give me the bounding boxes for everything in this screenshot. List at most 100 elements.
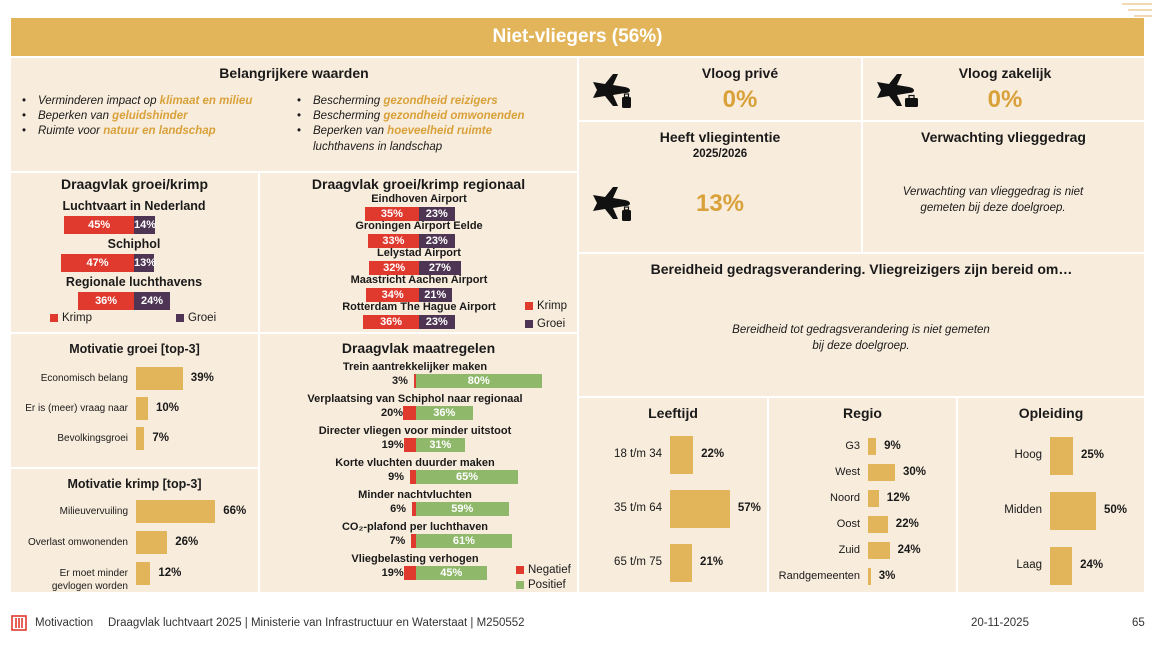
bar-krimp [64,216,134,234]
category-label: Zuid [838,543,860,556]
willingness-title: Bereidheid gedragsverandering. Vliegreiz… [650,261,1073,277]
bar [670,436,694,474]
bar-value-label: 10% [156,401,180,414]
bar-label-krimp: 33% [382,235,405,247]
bar-value-label: 9% [884,439,901,452]
bar-groei: 14% [134,216,156,234]
category-label: Milieuvervuiling [59,505,128,517]
bar [1050,547,1073,585]
bar-value-label: 26% [175,535,199,548]
region-chart-title: Regio [843,405,882,421]
bar-positief: 36% [416,406,473,420]
support-chart-title: Draagvlak groei/krimp [60,176,209,192]
bar [868,490,879,507]
airplane-luggage-icon [593,74,631,108]
education-chart-title: Opleiding [1018,405,1084,421]
bar-krimp [364,207,419,221]
legend-shrink: Krimp [50,312,92,324]
bar [136,397,148,420]
bar-groei: 23% [419,234,455,248]
category-label: Korte vluchten duurder maken [335,457,495,469]
category-label: Directer vliegen voor minder uitstoot [318,425,512,437]
kpi-private-value: 0% [722,86,758,113]
category-label: Lelystad Airport [377,247,461,259]
category-label: Vliegbelasting verhogen [351,553,479,565]
bar-value-label: 12% [886,491,910,504]
legend-grow: Groei [176,312,216,324]
category-label: Oost [836,517,860,530]
footer-text: Draagvlak luchtvaart 2025 | Ministerie v… [108,617,525,629]
category-label: Overlast omwonenden [27,536,128,548]
bar-value-label: 22% [701,448,725,460]
category-label: Minder nachtvluchten [358,489,472,501]
bar-label-negatief: 19% [381,567,404,579]
category-label: Er moet minder gevlogen worden [51,567,128,592]
category-label: 65 t/m 75 [614,556,662,568]
bar [670,544,693,582]
bar-label-negatief: 7% [389,535,406,547]
bar-positief: 45% [416,566,487,580]
bar-positief: 31% [416,438,465,452]
region-panel [769,398,956,592]
bar-value-label: 57% [737,502,761,514]
category-label: CO₂-plafond per luchthaven [341,521,489,533]
bar-label-krimp: 32% [383,262,406,274]
category-label: Rotterdam The Hague Airport [342,301,496,313]
bar-value-label: 50% [1104,504,1128,516]
measures-chart-title: Draagvlak maatregelen [341,340,496,356]
values-title: Belangrijkere waarden [219,65,369,81]
bar-label-negatief: 6% [390,503,406,515]
bar-groei: 24% [134,292,170,310]
category-label: Groningen Airport Eelde [355,220,483,232]
category-label: Trein aantrekkelijker maken [342,361,488,373]
bar-krimp [369,261,419,275]
category-label: Regionale luchthavens [65,275,203,289]
bar [1050,437,1073,475]
bar-value-label: 24% [897,543,921,556]
bar [868,464,895,481]
regional-panel [260,173,577,332]
bar-value-label: 3% [878,569,896,582]
bar-negatief [414,374,416,388]
legend-negative: Negatief [516,564,571,576]
kpi-expect-label: Verwachting vlieggedrag [921,129,1086,145]
legend-grow-swatch [525,319,533,328]
bar-label-krimp: 36% [95,295,118,307]
bar [868,542,890,559]
bar-label-krimp: 36% [380,316,403,328]
bar-groei: 13% [134,254,156,272]
bar-label-negatief: 3% [392,375,408,387]
bar-negatief [403,406,416,420]
category-label: West [835,465,860,478]
bar-negatief [403,438,416,452]
value-item: • Bescherming gezondheid omwonenden [297,110,525,122]
bar-negatief [411,534,416,548]
bar [136,531,168,554]
corner-stripes-decoration [1122,3,1152,17]
kpi-private-label: Vloog privé [701,65,779,81]
bar-value-label: 24% [1080,559,1104,571]
legend-shrink-swatch [525,301,533,310]
bar [136,500,216,523]
footer-date: 20-11-2025 [971,617,1029,629]
kpi-expect-note: Verwachting van vlieggedrag is niet geme… [902,186,1084,214]
bar-label-krimp: 47% [86,257,109,269]
category-label: Verplaatsing van Schiphol naar regionaal [307,393,523,405]
value-item: • Ruimte voor natuur en landschap [22,125,216,137]
bar-groei: 21% [419,288,452,302]
value-item: • Verminderen impact op klimaat en milieu [22,95,253,107]
category-label: Laag [1016,559,1042,571]
legend-shrink-swatch [50,313,58,322]
bar-positief: 59% [416,502,509,516]
bar-krimp [61,254,134,272]
kpi-intent-sub: 2025/2026 [692,148,748,160]
legend-positive-swatch [516,580,524,589]
bar-label-krimp: 45% [88,219,111,231]
category-label: Maastricht Aachen Airport [350,274,488,286]
bar [136,562,151,585]
value-item: • Beperken van geluidshinder [22,110,188,122]
shrink-motivation-title: Motivatie krimp [top-3] [67,477,202,491]
footer-page-number: 65 [1132,617,1145,629]
value-item: • Bescherming gezondheid reizigers [297,95,498,107]
category-label: Bevolkingsgroei [57,432,128,444]
